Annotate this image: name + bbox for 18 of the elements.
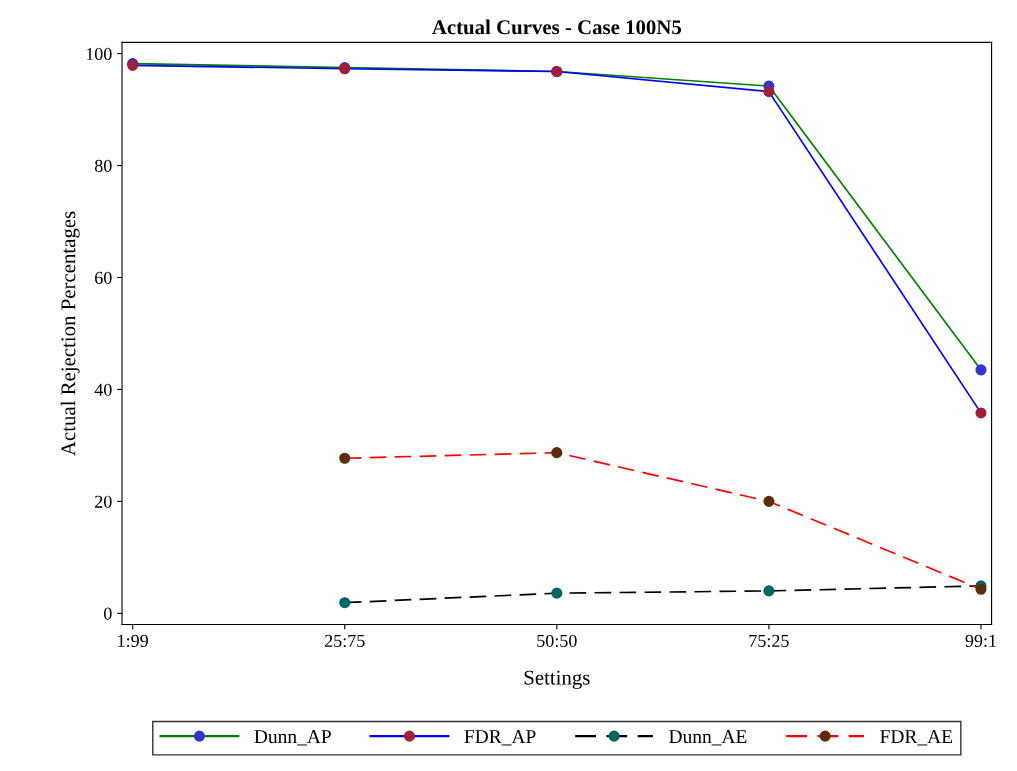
y-axis-title: Actual Rejection Percentages — [60, 211, 80, 456]
y-tick-label: 60 — [95, 271, 112, 284]
legend-label: FDR_AP — [464, 730, 536, 746]
x-tick-label: 1:99 — [118, 634, 148, 648]
x-tick-label: 50:50 — [537, 634, 577, 648]
legend-label: FDR_AE — [880, 730, 953, 746]
legend-label: Dunn_AP — [254, 730, 331, 746]
x-axis-title: Settings — [524, 670, 590, 689]
legend-label: Dunn_AE — [669, 730, 747, 746]
y-tick-label: 0 — [103, 607, 112, 620]
y-tick-label: 100 — [86, 47, 112, 61]
y-tick-label: 40 — [94, 383, 112, 396]
y-tick-label: 80 — [94, 159, 112, 172]
y-tick-label: 20 — [95, 495, 112, 508]
x-tick-label: 99:1 — [965, 634, 996, 648]
x-tick-label: 75:25 — [749, 634, 789, 648]
x-tick-label: 25:75 — [324, 634, 365, 648]
chart-title: Actual Curves - Case 100N5 — [432, 19, 682, 35]
